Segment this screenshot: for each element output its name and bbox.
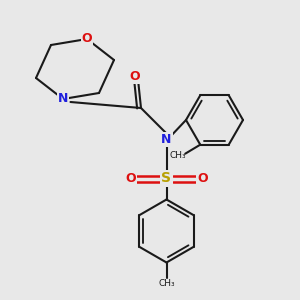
Text: O: O	[82, 32, 92, 46]
Text: O: O	[125, 172, 136, 185]
Text: S: S	[161, 172, 172, 185]
Text: CH₃: CH₃	[169, 151, 186, 160]
Text: O: O	[197, 172, 208, 185]
Text: N: N	[161, 133, 172, 146]
Text: O: O	[130, 70, 140, 83]
Text: N: N	[58, 92, 68, 106]
Text: CH₃: CH₃	[158, 279, 175, 288]
